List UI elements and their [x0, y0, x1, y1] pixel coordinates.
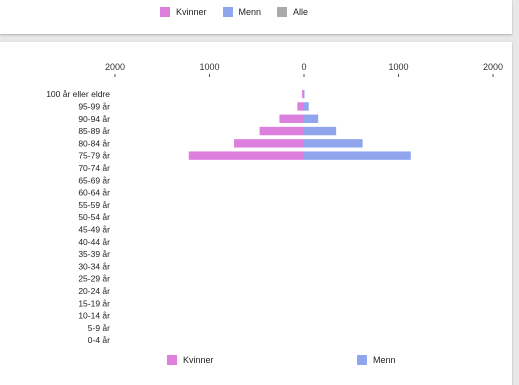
- chart-card: [0, 42, 512, 385]
- bar-kvinner[interactable]: [234, 139, 304, 148]
- x-tick-label: 1000: [199, 62, 219, 72]
- top-legend-card: Kvinner Menn Alle: [0, 0, 512, 34]
- x-tick-label: 1000: [388, 62, 408, 72]
- bar-kvinner[interactable]: [259, 126, 304, 136]
- legend-item-menn[interactable]: Menn: [222, 7, 262, 17]
- y-category-label: 55-59 år: [78, 200, 110, 210]
- bar-kvinner[interactable]: [302, 89, 304, 99]
- y-category-label: 20-24 år: [78, 286, 110, 296]
- y-category-label: 65-69 år: [78, 175, 110, 185]
- y-category-label: 60-64 år: [78, 188, 110, 198]
- bottom-legend-swatch-menn: [357, 355, 367, 365]
- x-axis: 2000 1000 0 1000 2000: [105, 62, 503, 77]
- bar-menn[interactable]: [304, 151, 411, 160]
- y-axis: 100 år eller eldre 95-99 år 90-94 år 85-89 …: [46, 89, 110, 345]
- bar-menn[interactable]: [304, 126, 337, 136]
- y-category-label: 40-44 år: [78, 237, 110, 247]
- y-category-label: 10-14 år: [78, 311, 110, 321]
- y-category-label: 70-74 år: [78, 163, 110, 173]
- y-category-label: 80-84 år: [78, 138, 110, 148]
- bar-kvinner[interactable]: [188, 151, 304, 160]
- x-tick-label: 2000: [105, 62, 125, 72]
- y-category-label: 100 år eller eldre: [46, 89, 110, 99]
- bar-menn[interactable]: [304, 114, 319, 123]
- bottom-legend-label-menn: Menn: [373, 355, 396, 365]
- y-category-label: 90-94 år: [78, 114, 110, 124]
- y-category-label: 85-89 år: [78, 126, 110, 136]
- y-category-label: 75-79 år: [78, 151, 110, 161]
- legend-swatch-alle: [277, 7, 288, 17]
- legend-swatch-menn: [222, 7, 233, 17]
- legend-swatch-kvinner: [160, 7, 170, 17]
- y-category-label: 35-39 år: [78, 249, 110, 259]
- x-tick-label: 2000: [483, 62, 503, 72]
- y-category-label: 25-29 år: [78, 274, 110, 284]
- legend-label-alle: Alle: [293, 7, 309, 17]
- bar-kvinner[interactable]: [297, 102, 304, 111]
- legend-label-kvinner: Kvinner: [176, 7, 207, 17]
- y-category-label: 95-99 år: [78, 101, 110, 111]
- legend-item-kvinner[interactable]: Kvinner: [160, 7, 207, 17]
- bars: [188, 89, 411, 160]
- bottom-legend-label-kvinner: Kvinner: [183, 355, 214, 365]
- y-category-label: 45-49 år: [78, 224, 110, 234]
- legend-item-alle[interactable]: Alle: [277, 7, 308, 17]
- bottom-legend-item-menn[interactable]: Menn: [357, 355, 396, 365]
- y-category-label: 30-34 år: [78, 261, 110, 271]
- bar-menn[interactable]: [304, 139, 363, 148]
- legend-label-menn: Menn: [238, 7, 262, 17]
- y-category-label: 15-19 år: [78, 298, 110, 308]
- bottom-legend-item-kvinner[interactable]: Kvinner: [167, 355, 214, 365]
- y-category-label: 0-4 år: [88, 335, 110, 345]
- x-tick-label: 0: [301, 62, 306, 72]
- bottom-legend-swatch-kvinner: [167, 355, 177, 365]
- bar-menn[interactable]: [304, 102, 309, 111]
- top-legend: Kvinner Menn Alle: [160, 5, 324, 19]
- y-category-label: 5-9 år: [88, 323, 110, 333]
- bar-kvinner[interactable]: [279, 114, 304, 123]
- y-category-label: 50-54 år: [78, 212, 110, 222]
